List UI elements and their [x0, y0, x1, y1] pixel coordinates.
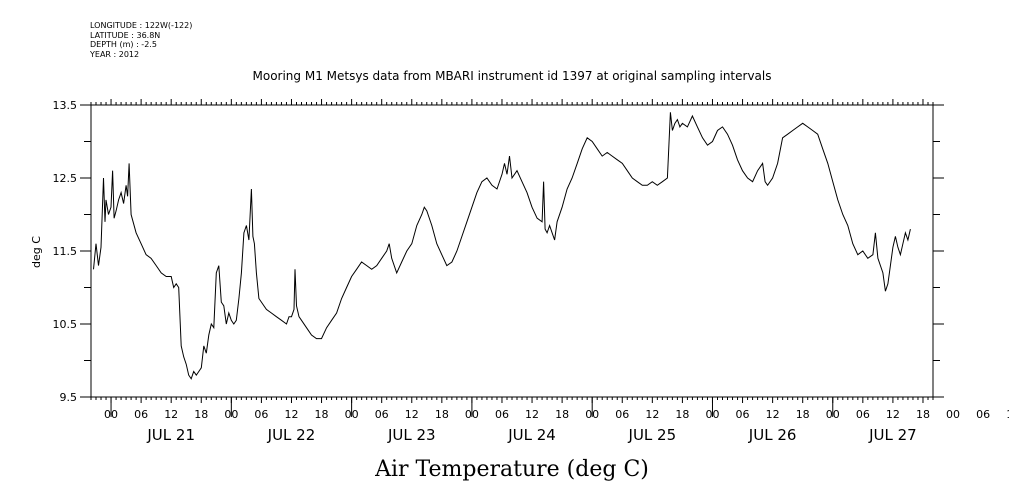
x-hour-label: 18 — [315, 408, 329, 421]
x-hour-label: 06 — [254, 408, 268, 421]
x-hour-label: 00 — [104, 408, 118, 421]
plot-frame — [90, 104, 934, 398]
x-hour-label: 00 — [224, 408, 238, 421]
x-hour-label: 06 — [736, 408, 750, 421]
x-hour-label: 00 — [585, 408, 599, 421]
x-hour-label: 12 — [1006, 408, 1009, 421]
x-hour-label: 12 — [164, 408, 178, 421]
x-hour-label: 00 — [705, 408, 719, 421]
x-hour-label: 06 — [495, 408, 509, 421]
metadata-depth: DEPTH (m) : -2.5 — [90, 40, 157, 49]
x-hour-label: 12 — [284, 408, 298, 421]
x-hour-label: 18 — [435, 408, 449, 421]
metadata-year: YEAR : 2012 — [90, 49, 140, 59]
chart-title: Mooring M1 Metsys data from MBARI instru… — [253, 69, 772, 83]
series-line-air-temperature — [93, 112, 911, 380]
chart-caption: Air Temperature (deg C) — [374, 457, 649, 482]
y-axis-label: deg C — [30, 236, 43, 268]
x-day-label: JUL 22 — [267, 426, 316, 444]
x-hour-label: 18 — [796, 408, 810, 421]
x-hour-label: 12 — [645, 408, 659, 421]
x-day-label: JUL 24 — [507, 426, 556, 444]
x-hour-label: 18 — [916, 408, 930, 421]
x-day-label: JUL 21 — [146, 426, 195, 444]
x-day-label: JUL 23 — [387, 426, 436, 444]
x-hour-label: 00 — [946, 408, 960, 421]
y-tick-label: 13.5 — [53, 99, 78, 112]
x-hour-label: 06 — [134, 408, 148, 421]
x-hour-label: 18 — [675, 408, 689, 421]
x-hour-label: 06 — [615, 408, 629, 421]
x-hour-label: 12 — [766, 408, 780, 421]
x-hour-label: 18 — [194, 408, 208, 421]
x-day-label: JUL 27 — [868, 426, 917, 444]
axis-ticks — [80, 99, 944, 417]
x-hour-labels: 00 06 12 18 00 06 12 18 00 06 12 18 00 06 12 18 00 06 12 18… — [104, 408, 1009, 421]
y-tick-labels: 9.5 10.5 11.5 12.5 13.5 — [53, 99, 78, 404]
metadata-latitude: LATITUDE : 36.8N — [90, 30, 161, 40]
metadata-block: LONGITUDE : 122W(-122) LATITUDE : 36.8N … — [90, 21, 192, 59]
x-hour-label: 12 — [405, 408, 419, 421]
x-hour-label: 00 — [345, 408, 359, 421]
x-hour-label: 00 — [465, 408, 479, 421]
y-tick-label: 12.5 — [53, 172, 78, 185]
x-hour-label: 18 — [555, 408, 569, 421]
x-hour-label: 06 — [976, 408, 990, 421]
y-tick-label: 10.5 — [53, 318, 78, 331]
metadata-longitude: LONGITUDE : 122W(-122) — [90, 21, 193, 30]
x-hour-label: 12 — [886, 408, 900, 421]
x-day-label: JUL 26 — [748, 426, 797, 444]
x-hour-label: 12 — [525, 408, 539, 421]
x-hour-label: 00 — [826, 408, 840, 421]
y-tick-label: 11.5 — [53, 245, 78, 258]
y-tick-label: 9.5 — [60, 391, 78, 404]
x-day-label: JUL 25 — [628, 426, 677, 444]
x-hour-label: 06 — [375, 408, 389, 421]
x-hour-label: 06 — [856, 408, 870, 421]
x-day-labels: JUL 21 JUL 22 JUL 23 JUL 24 JUL 25 JUL 26 JUL … — [146, 426, 916, 444]
